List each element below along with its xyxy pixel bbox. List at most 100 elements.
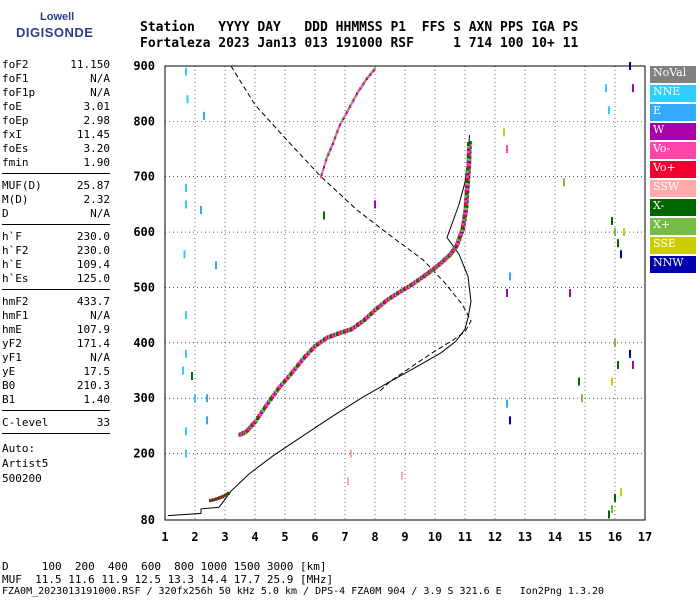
echo-x-mark	[345, 110, 348, 114]
echo-o-mark	[464, 191, 468, 196]
echo-o-mark	[464, 201, 467, 206]
echo-x-mark	[322, 167, 325, 171]
echo-o-mark	[460, 225, 464, 230]
param-value: 1.40	[83, 393, 111, 406]
echo-o-mark	[460, 227, 464, 232]
y-tick-label: 800	[133, 114, 155, 128]
echo-speck	[194, 394, 196, 403]
echo-o-mark	[465, 181, 469, 186]
echo-speck	[617, 239, 619, 248]
echo-o-mark	[464, 198, 468, 203]
echo-x-mark	[349, 104, 352, 108]
x-tick-label: 11	[458, 530, 472, 544]
echo-speck	[578, 377, 580, 386]
echo-speck	[611, 217, 613, 226]
profile-solid-line	[167, 135, 472, 517]
echo-o-mark	[466, 166, 470, 171]
echo-x-mark	[362, 81, 365, 85]
echo-o-mark	[469, 141, 472, 145]
param-row: yF1 N/A	[2, 351, 110, 365]
echo-x-mark	[327, 152, 330, 156]
echo-speck	[506, 289, 508, 297]
echo-x-mark	[350, 102, 353, 106]
echo-x-mark	[340, 121, 343, 125]
param-row: B1 1.40	[2, 393, 110, 407]
echo-x-mark	[365, 78, 367, 82]
param-value: N/A	[90, 309, 110, 322]
echo-speck	[401, 471, 403, 480]
echo-speck	[185, 67, 187, 76]
echo-x-mark	[333, 137, 336, 141]
echo-o-mark	[466, 169, 470, 174]
param-value: N/A	[90, 207, 110, 220]
param-key: foF1	[2, 72, 29, 85]
echo-o-mark	[467, 182, 470, 186]
echo-o-mark	[468, 170, 471, 174]
param-key: MUF(D)	[2, 179, 42, 192]
echo-o-mark	[460, 234, 463, 238]
echo-o-mark	[464, 218, 467, 222]
echo-o-mark	[465, 211, 468, 215]
echo-o-mark	[467, 142, 471, 147]
param-value: 3.01	[83, 100, 111, 113]
x-tick-label: 4	[251, 530, 258, 544]
legend-item-ssw: SSW	[650, 180, 696, 197]
echo-speck	[185, 349, 187, 358]
x-tick-label: 17	[638, 530, 652, 544]
echo-o-mark	[467, 192, 470, 196]
echo-o-mark	[459, 237, 462, 241]
file-info-line: FZA0M_2023013191000.RSF / 320fx256h 50 k…	[2, 586, 605, 597]
echo-o-mark	[467, 185, 470, 189]
param-separator	[2, 289, 110, 290]
echo-speck	[185, 449, 187, 458]
echo-x-mark	[357, 90, 360, 94]
echo-x-mark	[329, 148, 331, 152]
echo-o-mark	[466, 146, 470, 151]
param-value: N/A	[90, 86, 110, 99]
param-row: h`F 230.0	[2, 230, 110, 244]
echo-x-mark	[342, 117, 345, 121]
echo-speck	[614, 338, 616, 347]
echo-o-mark	[464, 216, 467, 220]
legend-item-noval: NoVal	[650, 66, 696, 83]
param-value: 107.9	[76, 323, 110, 336]
echo-o-mark	[466, 164, 470, 169]
legend-item-vo-: Vo-	[650, 142, 696, 159]
echo-o-mark	[467, 144, 471, 149]
echo-o-mark	[461, 230, 464, 234]
param-key: hmF2	[2, 295, 29, 308]
y-tick-label: 900	[133, 59, 155, 73]
param-value: 1.90	[83, 156, 111, 169]
echo-o-mark	[465, 209, 468, 213]
echo-speck	[185, 183, 187, 192]
legend-item-sse: SSE	[650, 237, 696, 254]
echo-speck	[563, 178, 565, 187]
echo-o-mark	[463, 205, 467, 210]
echo-low-mark	[227, 491, 230, 495]
echo-x-mark	[323, 163, 326, 167]
echo-o-mark	[469, 153, 472, 157]
echo-speck	[581, 394, 583, 403]
echo-speck	[506, 145, 508, 154]
echo-speck	[182, 366, 184, 375]
echo-o-mark	[467, 195, 470, 199]
echo-x-mark	[361, 83, 364, 87]
echo-speck	[374, 200, 376, 209]
echo-x-mark	[353, 96, 356, 100]
echo-o-mark	[468, 175, 471, 179]
echo-x-mark	[369, 72, 372, 76]
echo-o-mark	[463, 224, 466, 228]
x-tick-label: 14	[548, 530, 562, 544]
y-tick-label: 200	[133, 447, 155, 461]
param-key: C-level	[2, 416, 49, 429]
x-tick-label: 12	[488, 530, 502, 544]
param-row: B0 210.3	[2, 379, 110, 393]
echo-speck	[611, 504, 613, 513]
param-row: D N/A	[2, 207, 110, 221]
echo-x-mark	[324, 160, 327, 164]
echo-speck	[629, 62, 631, 70]
param-row: foF1 N/A	[2, 72, 110, 86]
echo-o-mark	[469, 158, 472, 162]
echo-speck	[206, 416, 208, 425]
echo-speck	[623, 228, 625, 237]
